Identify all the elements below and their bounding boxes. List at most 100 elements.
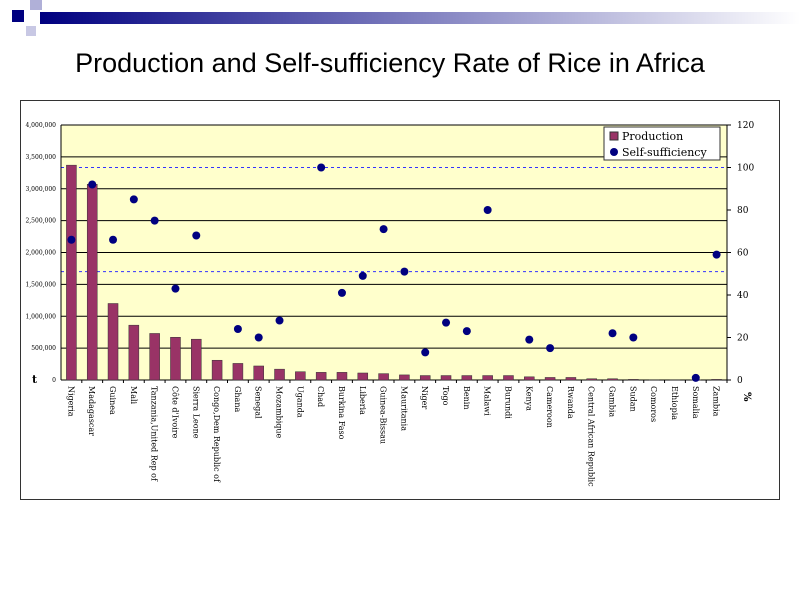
left-tick-label: 0 <box>52 377 56 384</box>
x-tick-label: Madagascar <box>87 386 96 436</box>
bar-production <box>211 359 223 381</box>
dot-self-sufficiency <box>337 288 346 297</box>
legend-label-self-sufficiency: Self-sufficiency <box>622 146 707 159</box>
x-tick-label: Malawi <box>483 386 492 416</box>
bar-production <box>191 338 202 381</box>
dot-self-sufficiency <box>483 206 492 214</box>
bar-production <box>461 375 473 381</box>
x-tick-label: Congo,Dem Republic of <box>212 386 221 483</box>
deco-square <box>30 0 42 10</box>
x-tick-label: Mauritania <box>399 386 408 431</box>
left-tick-label: 3,000,000 <box>25 186 56 193</box>
left-tick-label: 2,500,000 <box>25 218 56 225</box>
right-tick-label: 100 <box>737 164 754 174</box>
x-tick-label: Niger <box>420 386 429 409</box>
dot-self-sufficiency <box>233 325 242 333</box>
bar-production <box>565 377 577 381</box>
dot-self-sufficiency <box>525 335 534 344</box>
x-tick-label: Central African Republic <box>587 386 596 487</box>
x-tick-label: Guinea-Bissau <box>379 386 388 444</box>
bar-production <box>274 368 285 381</box>
right-tick-label: 0 <box>737 376 743 386</box>
bar-production <box>295 371 306 381</box>
x-tick-label: Gambia <box>608 386 617 417</box>
dot-self-sufficiency <box>317 163 326 172</box>
right-tick-label: 20 <box>737 334 749 344</box>
bar-production <box>503 375 514 381</box>
x-tick-label: Zambia <box>712 386 721 417</box>
left-tick-label: 1,500,000 <box>25 281 56 288</box>
bar-production <box>378 373 389 381</box>
bar-production <box>628 379 639 381</box>
bar-production <box>357 372 369 381</box>
x-tick-label: Liberia <box>358 386 367 415</box>
bar-production <box>711 379 722 381</box>
bar-production <box>149 333 160 381</box>
left-tick-label: 1,000,000 <box>25 313 56 320</box>
x-tick-label: Chad <box>316 386 325 407</box>
x-tick-label: Uganda <box>295 386 304 418</box>
right-unit-label: % <box>741 392 752 402</box>
left-tick-label: 2,000,000 <box>25 250 56 257</box>
left-tick-label: 500,000 <box>31 345 56 352</box>
dot-self-sufficiency <box>88 180 97 189</box>
dot-self-sufficiency <box>129 195 138 204</box>
deco-square <box>12 10 24 22</box>
dot-self-sufficiency <box>109 235 118 244</box>
decorative-header <box>12 0 800 36</box>
bar-production <box>440 375 452 381</box>
dot-self-sufficiency <box>442 318 451 327</box>
legend-swatch-production <box>609 131 619 141</box>
x-tick-label: Burkina Faso <box>337 386 346 440</box>
bar-production <box>86 184 98 381</box>
legend-label-production: Production <box>622 130 683 143</box>
x-tick-label: Côte d'Ivoire <box>170 386 179 439</box>
page-title: Production and Self-sufficiency Rate of … <box>75 48 705 78</box>
x-tick-label: Nigeria <box>66 386 75 417</box>
bar-production <box>170 337 181 381</box>
x-tick-label: Kenya <box>524 386 533 411</box>
dot-self-sufficiency <box>421 348 430 357</box>
x-tick-label: Cameroon <box>545 386 554 428</box>
dot-self-sufficiency <box>254 333 263 342</box>
x-tick-label: Sierra Leone <box>191 386 200 439</box>
dot-self-sufficiency <box>171 284 180 293</box>
x-tick-label: Tanzania,United Rep of <box>150 386 159 482</box>
right-tick-label: 60 <box>737 249 749 259</box>
dot-self-sufficiency <box>691 373 700 382</box>
right-tick-label: 120 <box>737 121 754 131</box>
bar-production <box>232 363 244 381</box>
bar-production <box>544 377 556 381</box>
x-tick-label: Benin <box>462 386 471 409</box>
left-tick-label: 4,000,000 <box>25 122 56 129</box>
x-tick-label: Somalia <box>691 386 700 419</box>
left-unit-label: t <box>32 373 38 386</box>
dot-self-sufficiency <box>462 327 471 336</box>
x-tick-label: Guinea <box>108 386 117 415</box>
bar-production <box>315 372 327 381</box>
dot-self-sufficiency <box>192 231 201 240</box>
right-tick-label: 80 <box>737 206 749 216</box>
bar-production <box>524 376 535 381</box>
dot-self-sufficiency <box>150 216 159 225</box>
dot-self-sufficiency <box>712 250 721 259</box>
dot-self-sufficiency <box>629 333 638 342</box>
legend-box <box>603 126 721 161</box>
bar-production <box>607 378 618 381</box>
right-tick-label: 40 <box>737 291 749 301</box>
dot-self-sufficiency <box>546 344 555 353</box>
chart-frame <box>20 100 780 500</box>
bar-production <box>419 375 431 381</box>
dot-self-sufficiency <box>608 329 617 338</box>
x-tick-label: Togo <box>441 386 450 406</box>
dot-self-sufficiency <box>400 267 409 276</box>
dot-self-sufficiency <box>275 316 284 325</box>
deco-square <box>26 26 36 36</box>
bar-production <box>66 164 77 381</box>
x-tick-label: Rwanda <box>566 386 575 419</box>
bar-production <box>586 378 597 381</box>
x-tick-label: Sudan <box>628 386 637 412</box>
header-gradient-bar <box>40 12 800 24</box>
x-tick-label: Mozambique <box>275 386 284 439</box>
